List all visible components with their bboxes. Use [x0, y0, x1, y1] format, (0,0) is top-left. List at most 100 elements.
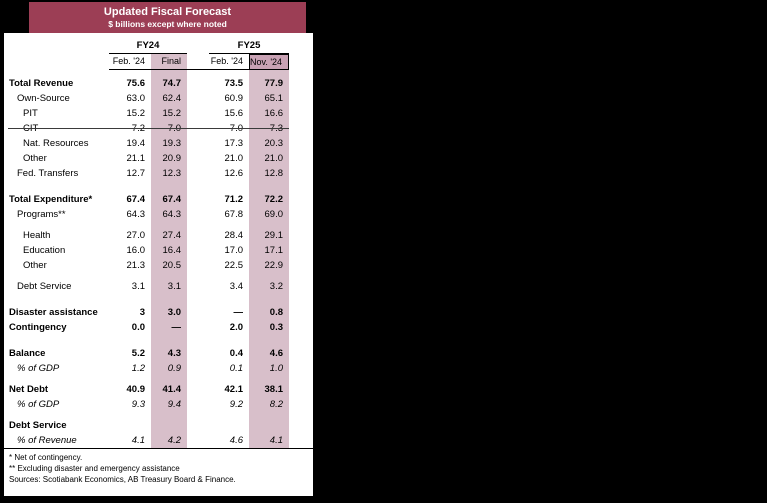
- column-gap: [187, 418, 209, 433]
- table-row: Contingency 0.0 — 2.0 0.3: [4, 320, 313, 335]
- cell-value: 60.9: [224, 93, 244, 104]
- cell-value: 9.3: [131, 399, 145, 410]
- footnote-divider: [4, 448, 313, 449]
- cell-value: 64.3: [162, 209, 182, 220]
- row-right-pad: [289, 136, 313, 151]
- cell-value: 75.6: [126, 78, 146, 89]
- group-right-pad: [289, 39, 313, 54]
- cell-value: 67.4: [126, 194, 146, 205]
- row-label: Health: [23, 230, 51, 241]
- cell-value: 19.4: [126, 138, 146, 149]
- cell-value: 15.2: [126, 108, 146, 119]
- table-row: Total Revenue 75.6 74.7 73.5 77.9: [4, 76, 313, 91]
- page-title: Updated Fiscal Forecast: [103, 5, 232, 18]
- column-gap: [187, 207, 209, 222]
- cell-value: 42.1: [224, 384, 244, 395]
- cell-value: —: [233, 307, 244, 318]
- column-gap: [187, 136, 209, 151]
- column-group-fy24: FY24: [109, 39, 187, 54]
- cell-value: 77.9: [264, 78, 284, 89]
- row-label: Fed. Transfers: [17, 168, 79, 179]
- cell-value: 9.2: [229, 399, 243, 410]
- group-gap: [187, 39, 209, 54]
- row-right-pad: [289, 418, 313, 433]
- cell-value: 4.2: [167, 435, 181, 446]
- fiscal-forecast-table: FY24 FY25 Feb. '24 Final Feb. '24 Nov. '…: [4, 33, 313, 496]
- row-right-pad: [289, 207, 313, 222]
- column-gap: [187, 382, 209, 397]
- row-label: Total Expenditure*: [9, 194, 93, 205]
- header-gap: [187, 54, 209, 70]
- cell-value: 12.3: [162, 168, 182, 179]
- cell-value: 16.6: [264, 108, 284, 119]
- row-right-pad: [289, 397, 313, 412]
- column-gap: [187, 76, 209, 91]
- row-right-pad: [289, 320, 313, 335]
- cell-value: 5.2: [131, 348, 145, 359]
- cell-value: 3.4: [229, 281, 243, 292]
- column-gap: [187, 151, 209, 166]
- cell-value: 19.3: [162, 138, 182, 149]
- column-gap: [187, 91, 209, 106]
- cell-value: 0.1: [229, 363, 243, 374]
- cell-value: 21.0: [224, 153, 244, 164]
- cell-value: 15.2: [162, 108, 182, 119]
- cell-value: 73.5: [224, 78, 244, 89]
- table-row: Net Debt 40.9 41.4 42.1 38.1: [4, 382, 313, 397]
- table-row: % of GDP 1.2 0.9 0.1 1.0: [4, 361, 313, 376]
- column-gap: [187, 166, 209, 181]
- row-spacer: [4, 181, 313, 192]
- cell-value: 16.0: [126, 245, 146, 256]
- cell-value: 21.1: [126, 153, 146, 164]
- row-spacer: [4, 294, 313, 305]
- table-row: PIT 15.2 15.2 15.6 16.6: [4, 106, 313, 121]
- row-label: % of GDP: [17, 399, 60, 410]
- table-rows: Total Revenue 75.6 74.7 73.5 77.9 Own-Source 6…: [4, 76, 313, 448]
- column-gap: [187, 228, 209, 243]
- cell-value: 4.1: [269, 435, 283, 446]
- cell-value: 15.6: [224, 108, 244, 119]
- cell-value: 7.3: [269, 123, 283, 134]
- cell-value: 0.4: [229, 348, 243, 359]
- cell-value: 20.5: [162, 260, 182, 271]
- table-row: Education 16.0 16.4 17.0 17.1: [4, 243, 313, 258]
- row-label: % of Revenue: [17, 435, 77, 446]
- row-right-pad: [289, 361, 313, 376]
- cell-value: 28.4: [224, 230, 244, 241]
- row-right-pad: [289, 346, 313, 361]
- cell-value: 1.2: [131, 363, 145, 374]
- column-gap: [187, 279, 209, 294]
- cell-value: 29.1: [264, 230, 284, 241]
- highlight-column-fy24-final: [151, 54, 187, 448]
- table-row: Health 27.0 27.4 28.4 29.1: [4, 228, 313, 243]
- footnote-2: ** Excluding disaster and emergency assi…: [9, 464, 180, 473]
- row-label: Net Debt: [9, 384, 49, 395]
- table-row: Debt Service 3.1 3.1 3.4 3.2: [4, 279, 313, 294]
- cell-value: 0.0: [131, 322, 145, 333]
- cell-value: 21.3: [126, 260, 146, 271]
- row-label: Disaster assistance: [9, 307, 98, 318]
- cell-value: 3: [139, 307, 145, 318]
- cell-value: —: [171, 322, 182, 333]
- cell-value: 69.0: [264, 209, 284, 220]
- row-label: % of GDP: [17, 363, 60, 374]
- cell-value: 62.4: [162, 93, 182, 104]
- page-subtitle: $ billions except where noted: [108, 18, 227, 29]
- cell-value: 3.1: [131, 281, 145, 292]
- row-label: Own-Source: [17, 93, 70, 104]
- cell-value: [249, 418, 289, 433]
- column-header-row: Feb. '24 Final Feb. '24 Nov. '24: [4, 54, 313, 70]
- col-header-fy25-nov: Nov. '24: [249, 54, 289, 70]
- row-label: Debt Service: [17, 281, 72, 292]
- cell-value: 22.5: [224, 260, 244, 271]
- row-label: CIT: [23, 123, 39, 134]
- row-spacer: [4, 335, 313, 346]
- column-gap: [187, 346, 209, 361]
- row-label: Programs**: [17, 209, 66, 220]
- row-right-pad: [289, 76, 313, 91]
- cell-value: 67.4: [162, 194, 182, 205]
- row-right-pad: [289, 166, 313, 181]
- row-right-pad: [289, 382, 313, 397]
- table-row: Other 21.3 20.5 22.5 22.9: [4, 258, 313, 273]
